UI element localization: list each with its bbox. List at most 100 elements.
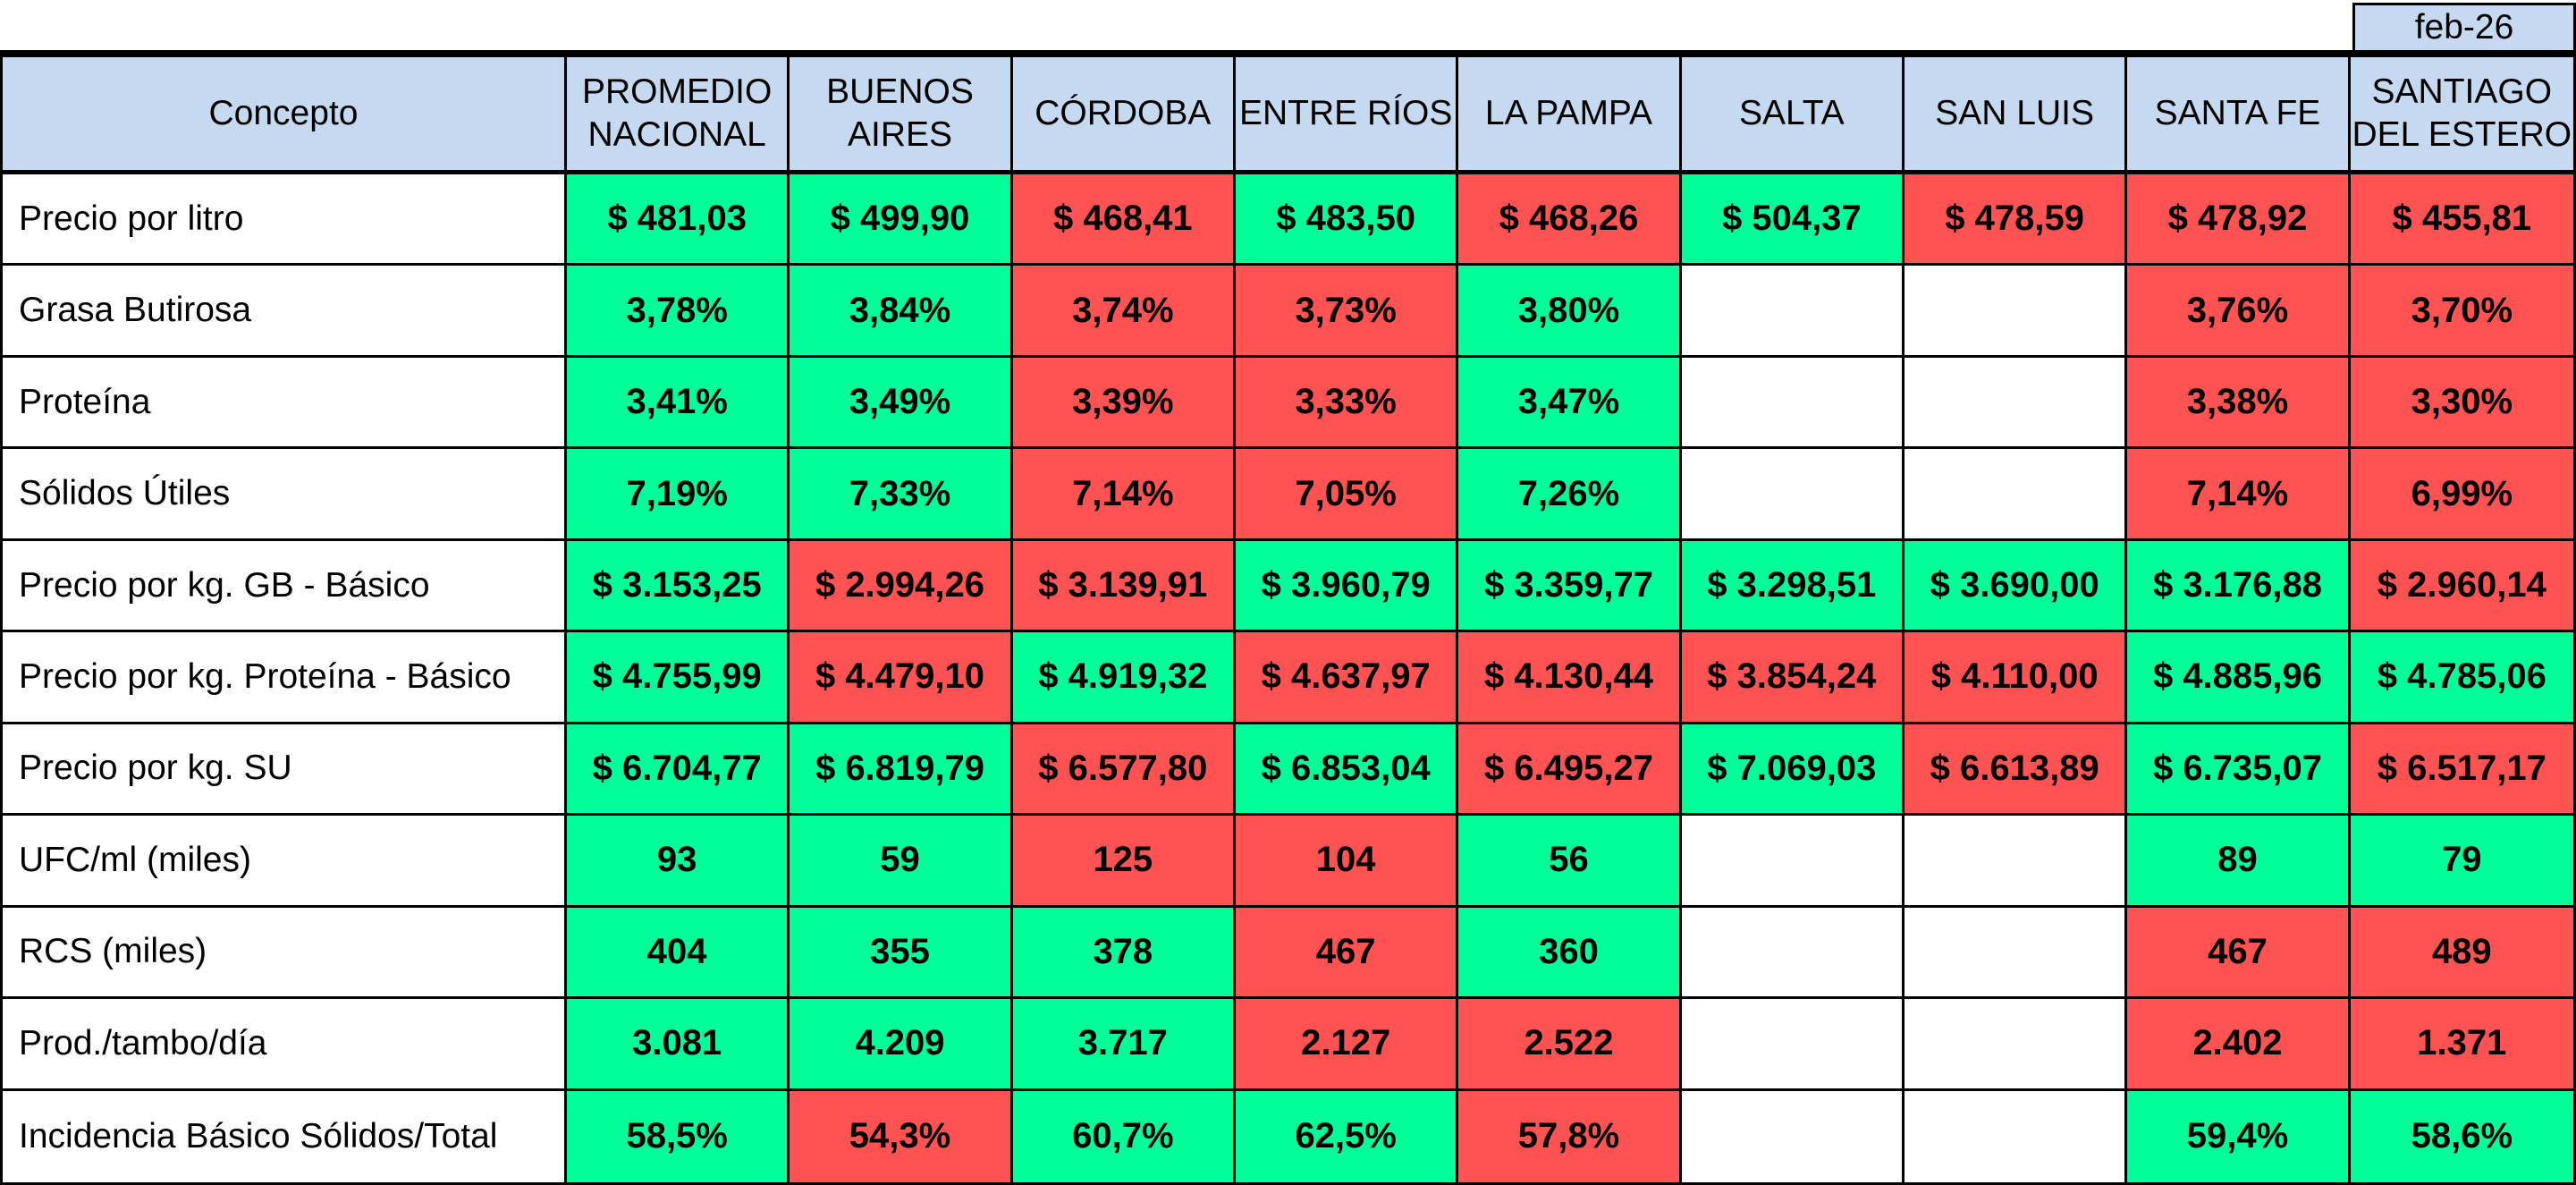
value-cell: 3,38% <box>2127 357 2351 450</box>
column-header-promedio-nacional: PROMEDIO NACIONAL <box>567 57 790 174</box>
value-cell: 3,84% <box>790 266 1013 358</box>
value-cell: $ 3.359,77 <box>1458 540 1682 633</box>
row-label-precio-por-kg-su: Precio por kg. SU <box>3 724 567 817</box>
value-cell: 360 <box>1458 907 1682 1000</box>
value-cell <box>1904 266 2128 358</box>
value-cell: 6,99% <box>2350 449 2573 541</box>
value-cell: $ 6.704,77 <box>567 724 790 817</box>
value-cell: $ 483,50 <box>1235 174 1459 267</box>
row-label-precio-por-kg-proteina-basico: Precio por kg. Proteína - Básico <box>3 632 567 724</box>
value-cell: $ 6.735,07 <box>2127 724 2351 817</box>
row-label-ufc-ml-miles: UFC/ml (miles) <box>3 816 567 908</box>
value-cell: 89 <box>2127 816 2351 908</box>
value-cell: $ 6.613,89 <box>1904 724 2128 817</box>
value-cell: 2.402 <box>2127 999 2351 1091</box>
column-header-line: AIRES <box>847 115 953 154</box>
value-cell: $ 481,03 <box>567 174 790 267</box>
column-header-line: SAN LUIS <box>1935 94 2095 133</box>
column-header-line: LA PAMPA <box>1484 94 1653 133</box>
value-cell: 56 <box>1458 816 1682 908</box>
column-header-line: DEL ESTERO <box>2352 115 2572 154</box>
value-cell: $ 504,37 <box>1681 174 1905 267</box>
value-cell: $ 4.885,96 <box>2127 632 2351 724</box>
value-cell: 3,78% <box>567 266 790 358</box>
row-label-precio-por-kg-gb-basico: Precio por kg. GB - Básico <box>3 540 567 633</box>
column-header-line: SANTA FE <box>2154 94 2321 133</box>
value-cell: 7,19% <box>567 449 790 541</box>
value-cell: 3,76% <box>2127 266 2351 358</box>
value-cell: $ 3.960,79 <box>1235 540 1459 633</box>
milk-price-table: Concepto PROMEDIO NACIONAL BUENOS AIRES CÓRDO… <box>0 50 2576 1185</box>
value-cell: $ 455,81 <box>2350 174 2573 267</box>
value-cell <box>1681 1090 1905 1182</box>
value-cell: 3.081 <box>567 999 790 1091</box>
value-cell: 59 <box>790 816 1013 908</box>
value-cell: $ 3.690,00 <box>1904 540 2128 633</box>
column-header-line: SALTA <box>1738 94 1845 133</box>
value-cell: $ 4.919,32 <box>1012 632 1236 724</box>
value-cell: 404 <box>567 907 790 1000</box>
value-cell: 3,80% <box>1458 266 1682 358</box>
value-cell: $ 4.110,00 <box>1904 632 2128 724</box>
value-cell: 3,70% <box>2350 266 2573 358</box>
column-header-san-luis: SAN LUIS <box>1904 57 2128 174</box>
value-cell: 3,47% <box>1458 357 1682 450</box>
row-label-solidos-utiles: Sólidos Útiles <box>3 449 567 541</box>
value-cell: 3,39% <box>1012 357 1236 450</box>
row-label-proteina: Proteína <box>3 357 567 450</box>
value-cell: 125 <box>1012 816 1236 908</box>
value-cell <box>1681 266 1905 358</box>
column-header-salta: SALTA <box>1681 57 1905 174</box>
value-cell: $ 2.960,14 <box>2350 540 2573 633</box>
value-cell <box>1904 907 2128 1000</box>
value-cell: 3,73% <box>1235 266 1459 358</box>
value-cell: $ 3.139,91 <box>1012 540 1236 633</box>
value-cell: $ 468,26 <box>1458 174 1682 267</box>
value-cell: 7,05% <box>1235 449 1459 541</box>
value-cell: $ 3.176,88 <box>2127 540 2351 633</box>
value-cell <box>1904 999 2128 1091</box>
value-cell: $ 4.479,10 <box>790 632 1013 724</box>
value-cell: 3,33% <box>1235 357 1459 450</box>
value-cell: 467 <box>1235 907 1459 1000</box>
value-cell: 1.371 <box>2350 999 2573 1091</box>
value-cell: 3,41% <box>567 357 790 450</box>
period-label: feb-26 <box>2352 3 2576 50</box>
column-header-line: SANTIAGO <box>2371 72 2553 112</box>
value-cell: $ 4.755,99 <box>567 632 790 724</box>
column-header-line: NACIONAL <box>587 115 766 154</box>
value-cell <box>1681 907 1905 1000</box>
value-cell: 79 <box>2350 816 2573 908</box>
value-cell: $ 6.577,80 <box>1012 724 1236 817</box>
header-concepto: Concepto <box>3 57 567 174</box>
value-cell <box>1681 449 1905 541</box>
value-cell: 467 <box>2127 907 2351 1000</box>
column-header-line: BUENOS <box>826 72 974 112</box>
value-cell <box>1681 357 1905 450</box>
value-cell: 3,74% <box>1012 266 1236 358</box>
value-cell <box>1681 999 1905 1091</box>
column-header-santa-fe: SANTA FE <box>2127 57 2351 174</box>
value-cell: 93 <box>567 816 790 908</box>
value-cell: $ 3.854,24 <box>1681 632 1905 724</box>
row-label-rcs-miles: RCS (miles) <box>3 907 567 1000</box>
row-label-incidencia-basico-solidos-total: Incidencia Básico Sólidos/Total <box>3 1090 567 1182</box>
column-header-line: CÓRDOBA <box>1035 94 1212 133</box>
value-cell: 104 <box>1235 816 1459 908</box>
value-cell: $ 7.069,03 <box>1681 724 1905 817</box>
column-header-line: ENTRE RÍOS <box>1238 94 1453 133</box>
value-cell <box>1904 449 2128 541</box>
header-concepto-label: Concepto <box>208 94 359 133</box>
column-header-line: PROMEDIO <box>581 72 773 112</box>
value-cell: 3,30% <box>2350 357 2573 450</box>
value-cell: 355 <box>790 907 1013 1000</box>
value-cell: $ 6.819,79 <box>790 724 1013 817</box>
value-cell: $ 468,41 <box>1012 174 1236 267</box>
value-cell: $ 4.637,97 <box>1235 632 1459 724</box>
value-cell: 7,14% <box>1012 449 1236 541</box>
value-cell: 2.127 <box>1235 999 1459 1091</box>
value-cell: 378 <box>1012 907 1236 1000</box>
value-cell <box>1904 357 2128 450</box>
value-cell: $ 3.153,25 <box>567 540 790 633</box>
value-cell: 3.717 <box>1012 999 1236 1091</box>
